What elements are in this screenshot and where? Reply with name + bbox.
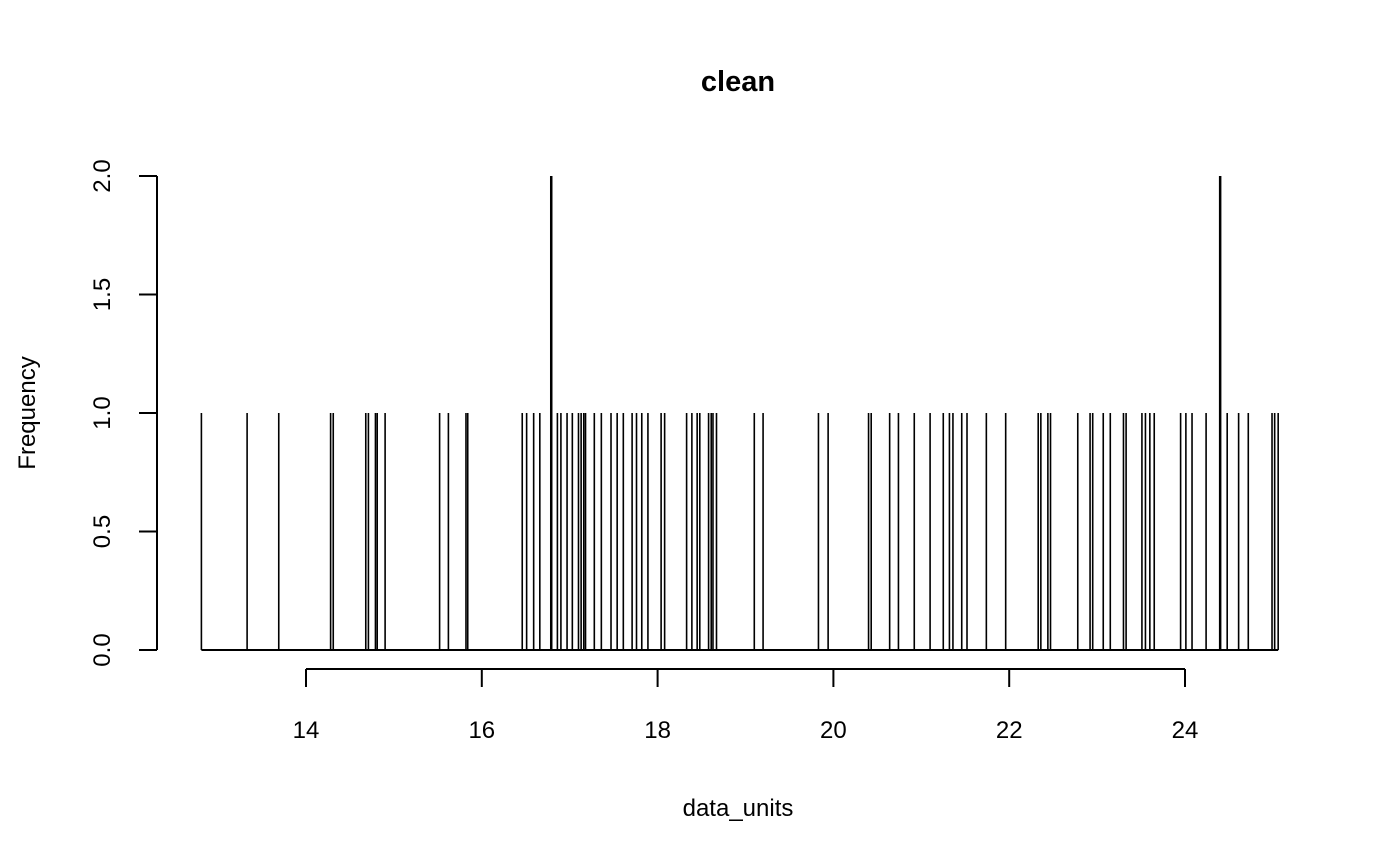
y-tick-label: 0.5: [89, 515, 116, 548]
x-tick-label: 24: [1172, 717, 1199, 744]
y-tick-label: 2.0: [89, 159, 116, 192]
x-axis: 14 16 18 20 22 24: [293, 668, 1199, 744]
x-tick-label: 14: [293, 717, 320, 744]
x-tick-label: 20: [820, 717, 847, 744]
y-tick-label: 1.0: [89, 396, 116, 429]
y-tick-label: 0.0: [89, 633, 116, 666]
x-tick-label: 22: [996, 717, 1023, 744]
bars-group: [200, 176, 1279, 651]
x-tick-label: 18: [644, 717, 671, 744]
y-tick-label: 1.5: [89, 278, 116, 311]
chart-title: clean: [701, 66, 775, 98]
y-axis: 0.0 0.5 1.0 1.5 2.0: [89, 159, 158, 667]
x-tick-label: 16: [468, 717, 495, 744]
y-axis-title: Frequency: [14, 356, 41, 469]
x-axis-title: data_units: [683, 795, 794, 822]
